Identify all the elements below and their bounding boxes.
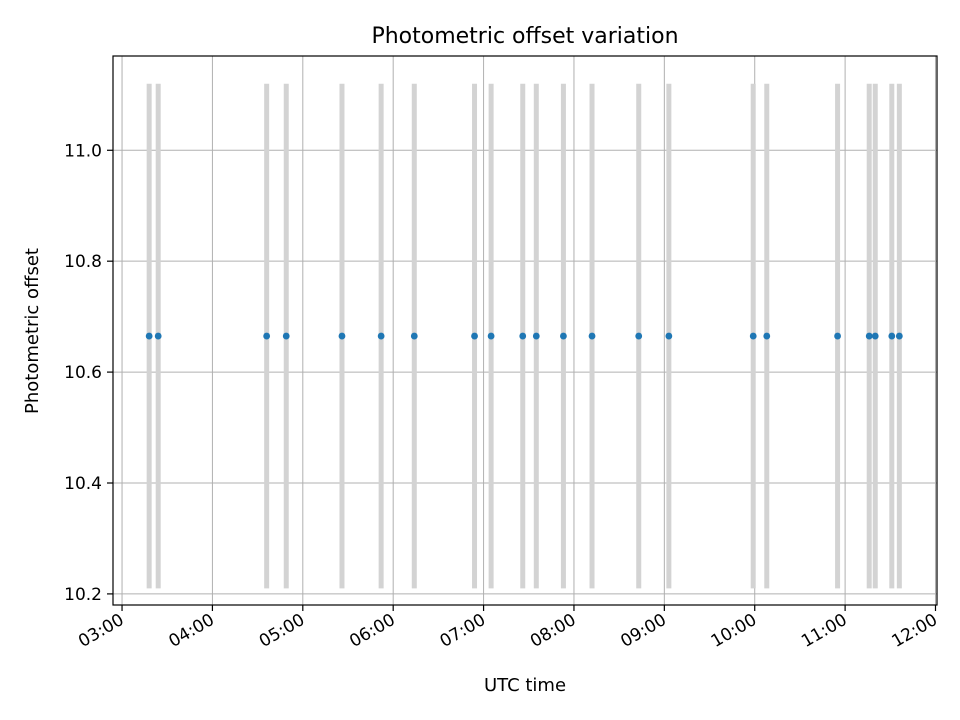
data-point (763, 332, 771, 340)
data-point (338, 332, 346, 340)
data-point (410, 332, 418, 340)
y-tick-label: 10.8 (64, 252, 102, 272)
data-point (888, 332, 896, 340)
data-point (560, 332, 567, 340)
data-point (871, 332, 879, 340)
data-point (263, 332, 271, 340)
data-point (154, 332, 162, 340)
data-point (895, 332, 903, 340)
data-point (834, 332, 841, 340)
data-point (635, 332, 643, 340)
y-tick-label: 10.2 (64, 585, 102, 605)
data-point (145, 332, 153, 340)
data-point (487, 332, 495, 340)
data-point (865, 332, 873, 340)
data-point (471, 332, 478, 340)
y-tick-label: 11.0 (64, 141, 102, 161)
data-point (588, 332, 596, 340)
y-tick-label: 10.4 (64, 474, 102, 494)
chart-title: Photometric offset variation (371, 24, 678, 49)
data-point (377, 332, 385, 340)
data-point (532, 332, 540, 340)
data-point (749, 332, 757, 340)
x-axis-label: UTC time (484, 675, 566, 696)
y-tick-label: 10.6 (64, 363, 102, 383)
data-point (282, 332, 290, 340)
data-points (145, 332, 903, 340)
y-axis-label: Photometric offset (22, 248, 43, 414)
data-point (519, 332, 527, 340)
data-point (665, 332, 673, 340)
plot-area-frame (112, 55, 938, 606)
